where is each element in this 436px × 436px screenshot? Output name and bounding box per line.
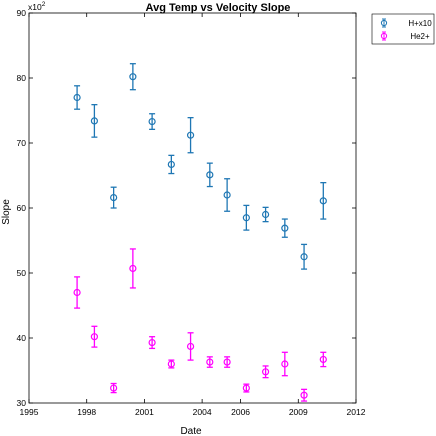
data-point bbox=[167, 360, 175, 368]
y-exponent-base: x10 bbox=[28, 2, 42, 12]
error-bar bbox=[206, 162, 213, 188]
data-point bbox=[186, 342, 195, 351]
data-point bbox=[261, 210, 270, 219]
y-tick-label: 90 bbox=[17, 8, 27, 18]
data-point bbox=[242, 214, 250, 222]
y-axis-label: Slope bbox=[1, 199, 12, 225]
data-point bbox=[242, 384, 250, 392]
legend-item: H+x10 bbox=[380, 18, 432, 28]
y-tick-label: 80 bbox=[17, 73, 27, 83]
y-exponent-power: 2 bbox=[42, 1, 46, 8]
data-point bbox=[129, 264, 137, 273]
x-tick-label: 2001 bbox=[135, 407, 154, 417]
error-bar bbox=[74, 276, 81, 309]
y-tick-label: 60 bbox=[17, 203, 27, 213]
data-point bbox=[186, 131, 195, 139]
legend-marker bbox=[380, 19, 388, 27]
data-point bbox=[223, 358, 231, 366]
series-2 bbox=[73, 248, 327, 402]
x-tick-label: 2006 bbox=[231, 407, 250, 417]
error-bar bbox=[129, 63, 136, 91]
data-point bbox=[206, 358, 214, 366]
error-bar bbox=[91, 325, 98, 348]
error-bar bbox=[129, 248, 136, 289]
y-tick-label: 40 bbox=[17, 333, 27, 343]
y-tick-label: 70 bbox=[17, 138, 27, 148]
legend: H+x10 He2+ bbox=[371, 13, 435, 45]
data-point bbox=[73, 93, 81, 102]
data-point bbox=[148, 117, 156, 126]
data-point bbox=[281, 224, 289, 232]
data-point bbox=[300, 391, 308, 399]
x-tick-label: 1998 bbox=[77, 407, 96, 417]
error-bar bbox=[262, 365, 269, 379]
error-bar bbox=[149, 336, 156, 350]
data-point bbox=[90, 117, 99, 125]
y-tick-label: 50 bbox=[17, 268, 27, 278]
error-bar bbox=[281, 351, 288, 377]
error-bar bbox=[243, 204, 250, 231]
error-bar bbox=[262, 206, 269, 223]
data-point bbox=[319, 355, 327, 364]
y-tick-label: 30 bbox=[17, 398, 27, 408]
error-bar bbox=[301, 243, 308, 270]
x-tick-label: 2004 bbox=[193, 407, 212, 417]
legend-label: He2+ bbox=[410, 32, 430, 41]
error-bar bbox=[149, 113, 156, 131]
error-bar bbox=[74, 85, 81, 110]
error-bar bbox=[320, 351, 327, 368]
data-point bbox=[110, 384, 118, 392]
error-bar bbox=[91, 104, 98, 138]
series-1 bbox=[73, 63, 327, 270]
legend-marker bbox=[380, 32, 388, 40]
x-tick-label: 1995 bbox=[20, 407, 39, 417]
chart-title: Avg Temp vs Velocity Slope bbox=[146, 2, 291, 14]
legend-label: H+x10 bbox=[408, 19, 432, 28]
error-bar bbox=[110, 186, 117, 209]
data-point bbox=[206, 171, 214, 179]
y-exponent-label: x102 bbox=[28, 1, 46, 12]
data-point bbox=[167, 160, 175, 169]
error-bar bbox=[187, 117, 194, 154]
data-point bbox=[281, 360, 289, 368]
data-point bbox=[110, 194, 118, 202]
x-tick-label: 2009 bbox=[289, 407, 308, 417]
x-tick-label: 2012 bbox=[347, 407, 366, 417]
x-axis-label: Date bbox=[180, 426, 202, 436]
data-point bbox=[73, 288, 81, 297]
error-bar bbox=[281, 218, 288, 238]
error-bar bbox=[187, 332, 194, 361]
error-bar bbox=[320, 181, 327, 220]
plot-area: 1995 1998 2001 2004 2006 2009 2012 30 40 50 60 70 80… bbox=[17, 8, 366, 417]
data-point bbox=[223, 191, 231, 199]
error-bar bbox=[224, 178, 231, 212]
error-bar bbox=[168, 154, 175, 175]
legend-item: He2+ bbox=[380, 31, 430, 41]
data-point bbox=[300, 253, 308, 261]
error-bar bbox=[301, 388, 308, 402]
data-point bbox=[148, 338, 156, 347]
data-point bbox=[90, 333, 99, 341]
data-point bbox=[319, 197, 327, 205]
data-point bbox=[261, 368, 270, 376]
data-point bbox=[129, 73, 137, 81]
